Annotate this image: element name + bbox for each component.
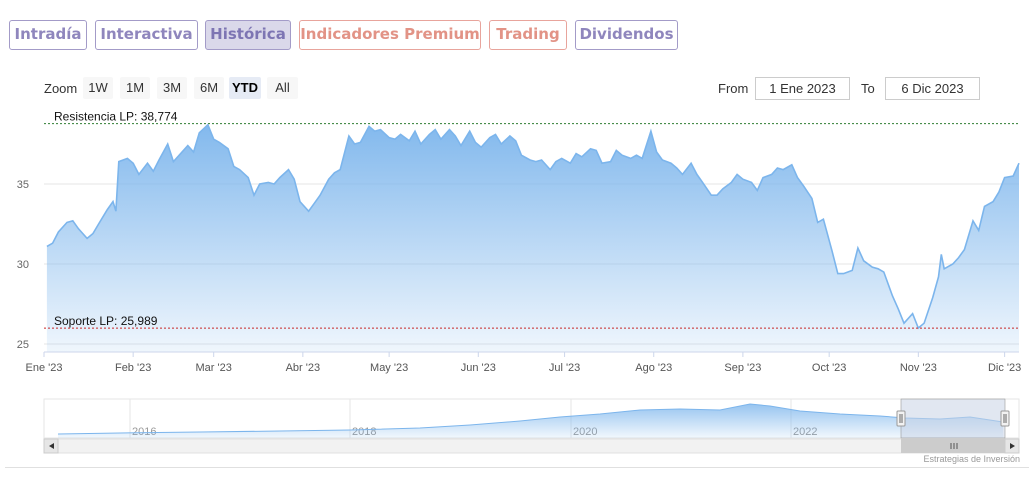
tab-historica[interactable]: Histórica bbox=[205, 20, 291, 50]
x-tick-label: Feb '23 bbox=[115, 362, 151, 374]
arrow-left-icon bbox=[49, 443, 54, 449]
tab-interactiva[interactable]: Interactiva bbox=[95, 20, 198, 50]
price-area-fill bbox=[46, 124, 1019, 352]
y-tick-label: 25 bbox=[17, 339, 29, 351]
x-tick-label: Ene '23 bbox=[26, 362, 63, 374]
price-area-series bbox=[46, 123, 1020, 352]
level-annotations: Resistencia LP: 38,774 Soporte LP: 25,989 bbox=[44, 110, 1019, 329]
navigator-left-handle[interactable] bbox=[896, 410, 906, 427]
from-date-input[interactable]: 1 Ene 2023 bbox=[755, 77, 850, 100]
y-tick-label: 30 bbox=[17, 259, 29, 271]
x-tick-label: Sep '23 bbox=[724, 362, 761, 374]
support-label: Soporte LP: 25,989 bbox=[54, 314, 158, 328]
navigator-selection[interactable] bbox=[900, 398, 1006, 439]
navigator[interactable]: 2016201820202022 bbox=[43, 398, 1020, 454]
tab-indicadores-premium[interactable]: Indicadores Premium bbox=[299, 20, 481, 50]
scrollbar-thumb[interactable] bbox=[901, 439, 1005, 453]
x-tick-label: Jul '23 bbox=[549, 362, 580, 374]
zoom-3m-button[interactable]: 3M bbox=[157, 77, 187, 99]
zoom-1w-button[interactable]: 1W bbox=[83, 77, 113, 99]
navigator-right-handle[interactable] bbox=[1000, 410, 1010, 427]
bottom-divider bbox=[5, 467, 1029, 468]
scrollbar-track[interactable] bbox=[43, 438, 1020, 454]
x-tick-label: Oct '23 bbox=[812, 362, 847, 374]
zoom-ytd-button[interactable]: YTD bbox=[229, 77, 261, 99]
from-label: From bbox=[718, 81, 749, 96]
axes: Ene '23 Feb '23 Mar '23 Abr '23 May '23 Jun '… bbox=[26, 351, 1021, 374]
navigator-area bbox=[58, 404, 1003, 438]
zoom-all-button[interactable]: All bbox=[267, 77, 298, 99]
x-tick-label: Nov '23 bbox=[900, 362, 937, 374]
navigator-line bbox=[57, 403, 1004, 435]
zoom-label: Zoom bbox=[44, 81, 78, 96]
x-tick-label: May '23 bbox=[370, 362, 408, 374]
resistance-label: Resistencia LP: 38,774 bbox=[54, 110, 178, 124]
y-tick-label: 35 bbox=[17, 179, 29, 191]
zoom-1m-button[interactable]: 1M bbox=[120, 77, 150, 99]
x-tick-label: Jun '23 bbox=[461, 362, 496, 374]
tab-intradia[interactable]: Intradía bbox=[9, 20, 87, 50]
price-line bbox=[46, 123, 1020, 330]
to-label: To bbox=[861, 81, 875, 96]
to-date-input[interactable]: 6 Dic 2023 bbox=[885, 77, 980, 100]
arrow-right-icon bbox=[1010, 443, 1015, 449]
x-tick-label: Mar '23 bbox=[196, 362, 232, 374]
tab-dividendos[interactable]: Dividendos bbox=[575, 20, 678, 50]
x-tick-label: Ago '23 bbox=[635, 362, 672, 374]
x-tick-label: Dic '23 bbox=[988, 362, 1021, 374]
credits-text: Estrategias de Inversión bbox=[923, 454, 1020, 464]
zoom-6m-button[interactable]: 6M bbox=[194, 77, 224, 99]
tab-trading[interactable]: Trading bbox=[489, 20, 567, 50]
x-tick-label: Abr '23 bbox=[286, 362, 321, 374]
